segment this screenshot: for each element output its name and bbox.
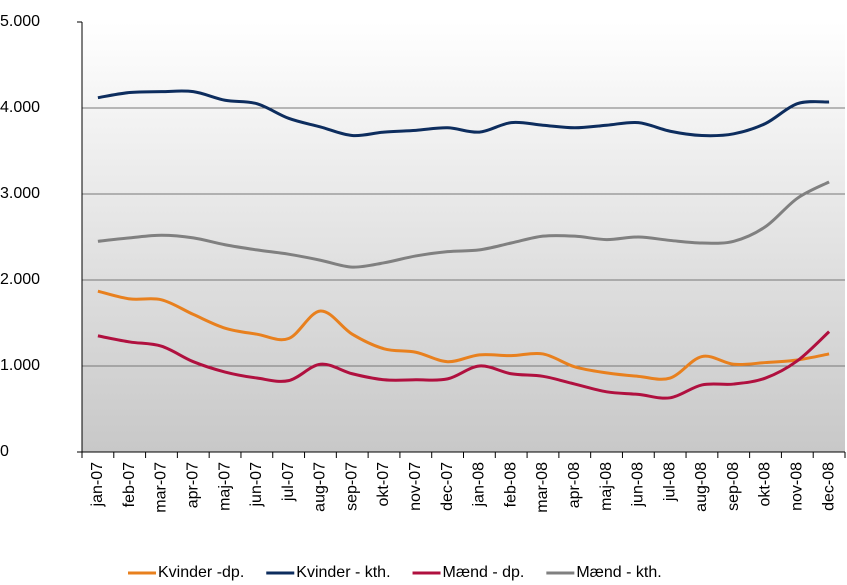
line-series	[97, 180, 830, 269]
x-tick-label: jul-07	[280, 462, 297, 502]
y-tick-label: 0	[0, 443, 9, 460]
line-series	[97, 289, 830, 381]
y-tick-label: 2.000	[0, 271, 40, 288]
y-tick-label: 3.000	[0, 185, 40, 202]
legend-label: Kvinder -dp.	[158, 564, 244, 581]
line-series	[97, 89, 830, 138]
legend-label: Kvinder - kth.	[296, 564, 390, 581]
x-tick-label: apr-08	[566, 462, 583, 508]
x-tick-label: maj-08	[598, 462, 615, 511]
x-tick-label: aug-07	[312, 462, 329, 512]
plot-area	[82, 22, 845, 452]
x-tick-label: jun-07	[248, 462, 265, 508]
x-tick-label: feb-08	[502, 462, 519, 507]
x-tick-label: okt-07	[375, 462, 392, 507]
x-tick-label: mar-08	[534, 462, 551, 513]
x-tick-label: sep-08	[725, 462, 742, 511]
x-tick-label: maj-07	[216, 462, 233, 511]
x-tick-label: sep-07	[343, 462, 360, 511]
x-tick-label: okt-08	[757, 462, 774, 507]
x-tick-label: jun-08	[630, 462, 647, 508]
x-tick-label: nov-08	[789, 462, 806, 511]
x-tick-label: dec-07	[439, 462, 456, 511]
x-tick-label: apr-07	[184, 462, 201, 508]
x-tick-label: feb-07	[121, 462, 138, 507]
x-tick-label: aug-08	[693, 462, 710, 512]
legend-label: Mænd - dp.	[443, 564, 525, 581]
x-tick-label: nov-07	[407, 462, 424, 511]
x-tick-label: jan-07	[89, 462, 106, 508]
x-tick-label: mar-07	[153, 462, 170, 513]
legend-label: Mænd - kth.	[576, 564, 661, 581]
line-series	[97, 330, 831, 400]
y-tick-label: 5.000	[0, 13, 40, 30]
x-tick-label: jan-08	[471, 462, 488, 508]
y-tick-label: 1.000	[0, 357, 40, 374]
x-tick-label: jul-08	[661, 462, 678, 502]
y-tick-label: 4.000	[0, 99, 40, 116]
x-tick-label: dec-08	[820, 462, 837, 511]
